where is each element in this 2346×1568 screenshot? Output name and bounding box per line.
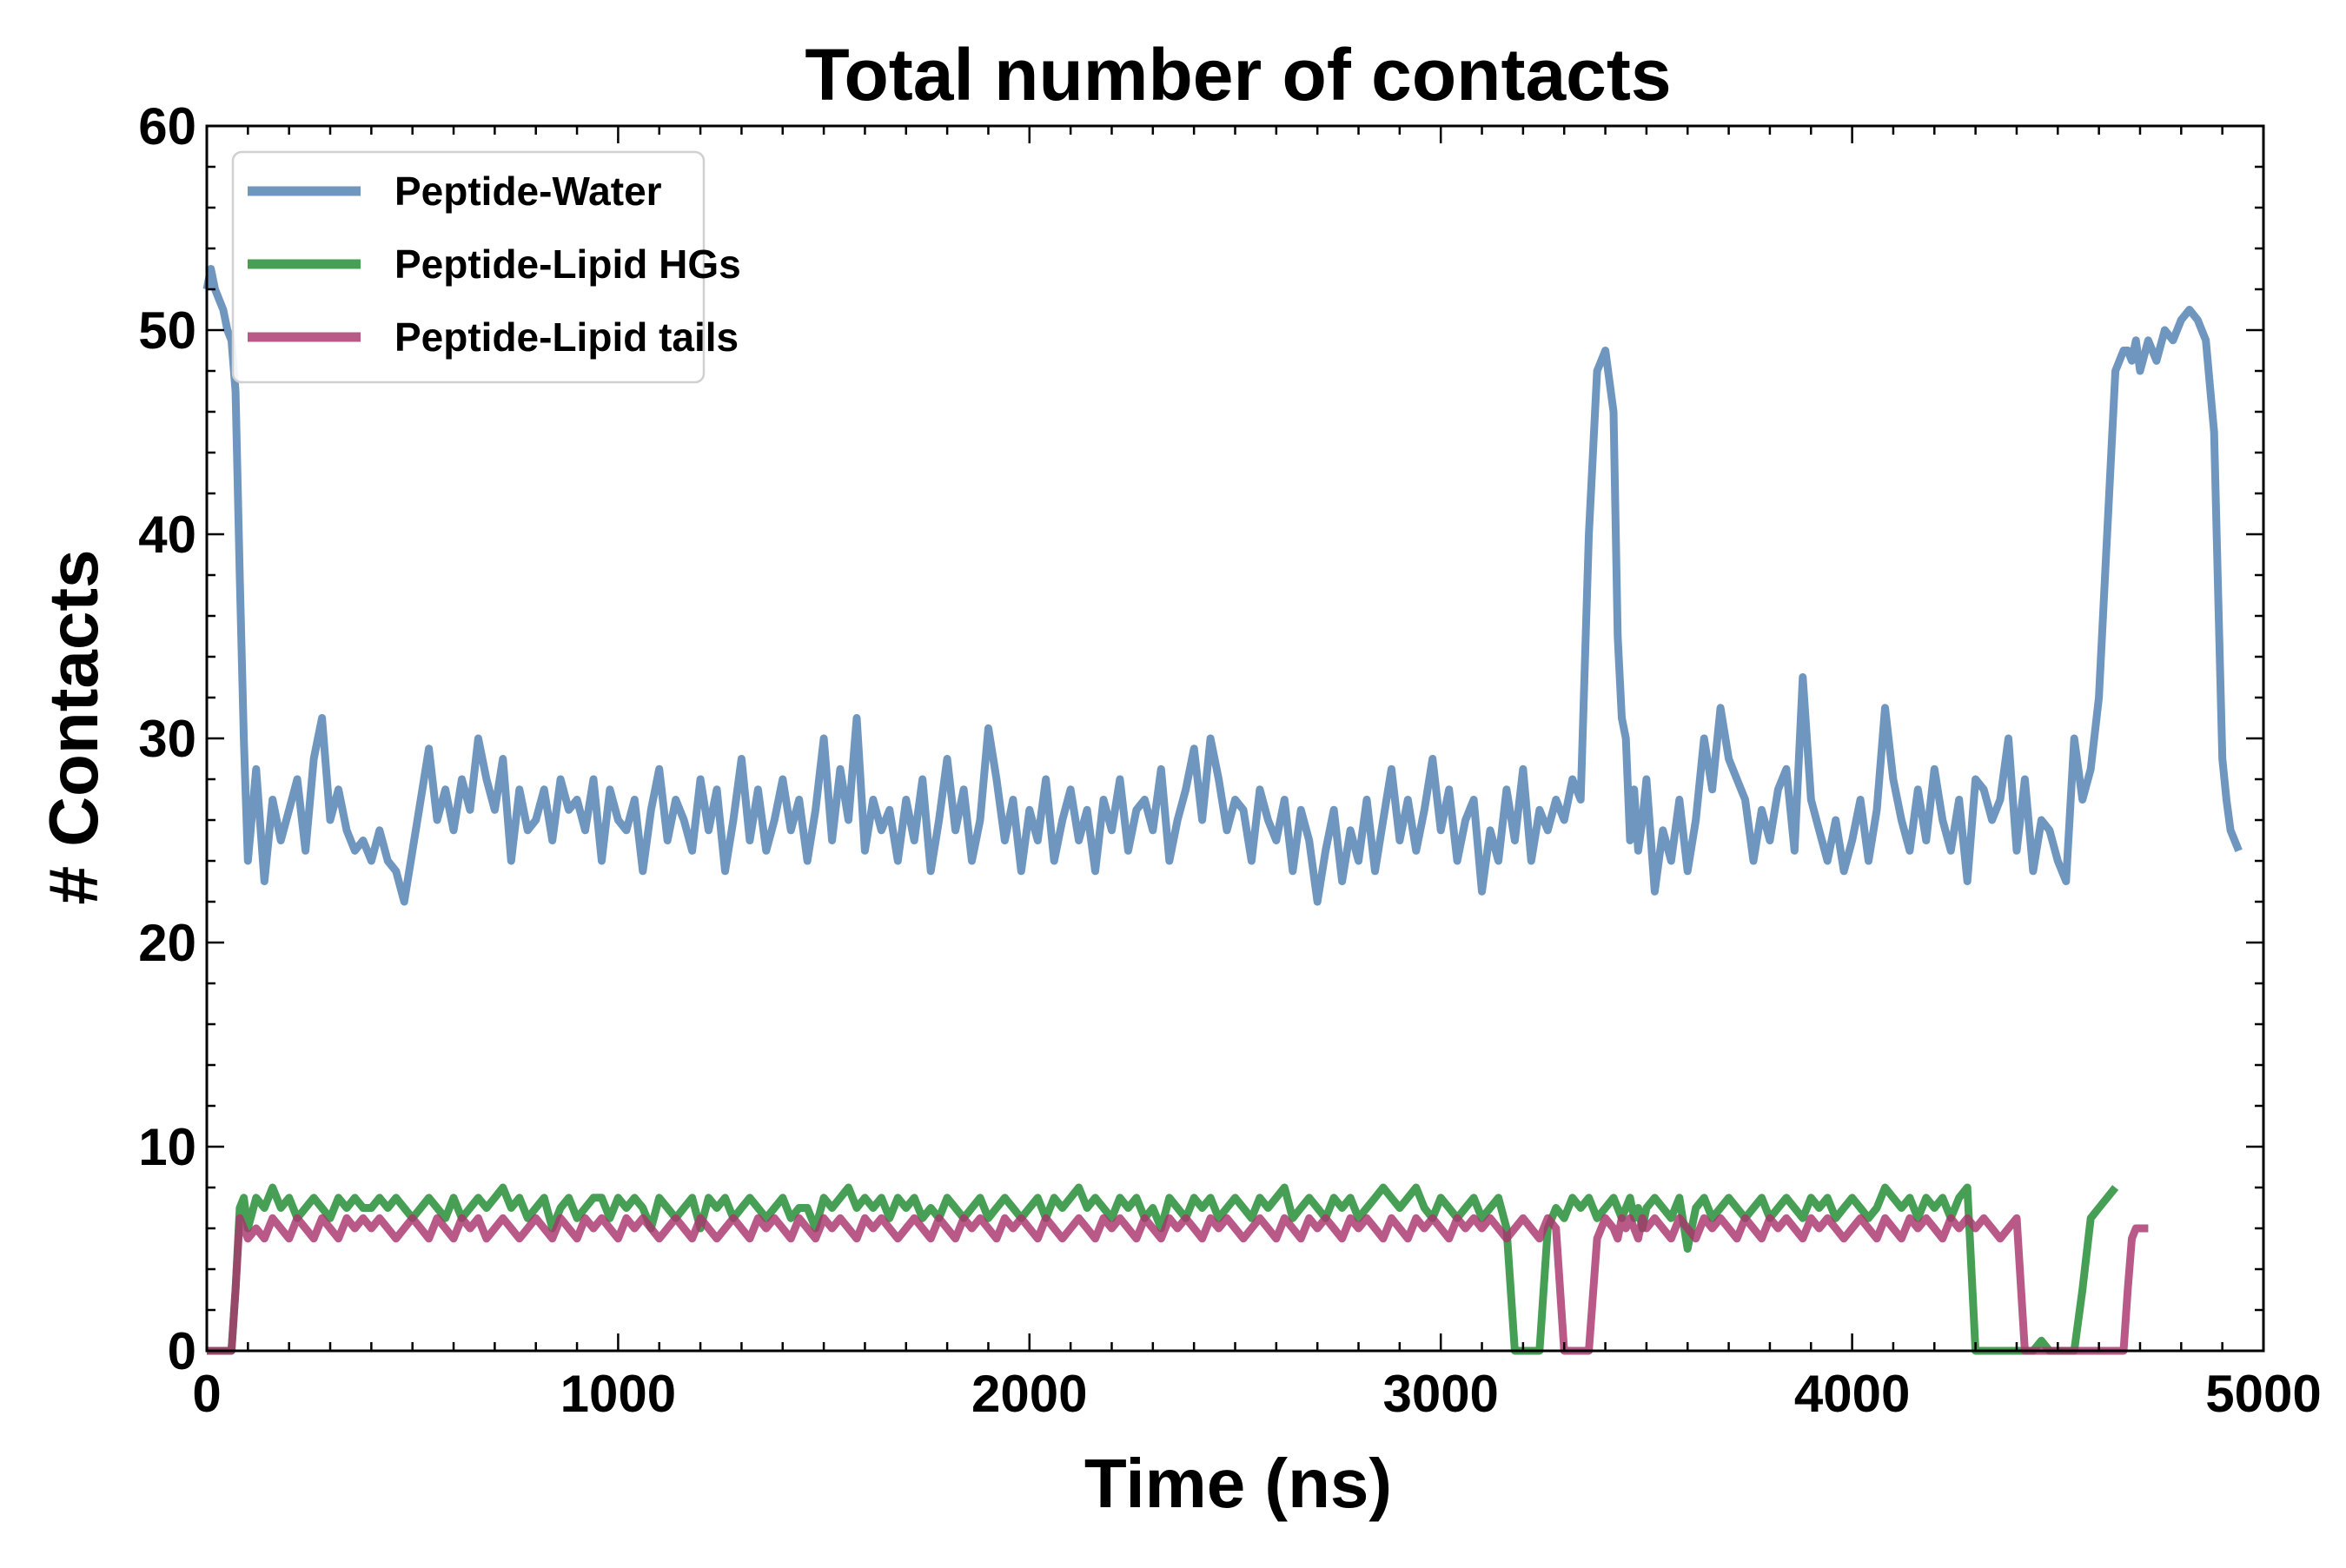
x-tick-label: 4000 bbox=[1794, 1365, 1910, 1423]
series-line-peptide-lipid-tails bbox=[207, 1214, 2149, 1355]
y-axis-label: # Contacts bbox=[35, 550, 112, 905]
y-tick-label: 20 bbox=[138, 914, 196, 972]
x-axis-label: Time (ns) bbox=[1084, 1445, 1392, 1522]
y-tick-label: 0 bbox=[168, 1322, 196, 1380]
series-line-peptide-lipid-hgs bbox=[207, 1183, 2119, 1355]
plot-series-group bbox=[202, 265, 2243, 1355]
series-line-peptide-water bbox=[202, 265, 2243, 906]
y-tick-label: 60 bbox=[138, 97, 196, 155]
chart-title: Total number of contacts bbox=[805, 34, 1671, 116]
x-tick-label: 5000 bbox=[2205, 1365, 2321, 1423]
x-tick-label: 3000 bbox=[1382, 1365, 1498, 1423]
legend: Peptide-Water Peptide-Lipid HGs Peptide-Li… bbox=[231, 150, 741, 384]
legend-box bbox=[231, 150, 706, 384]
y-tick-label: 30 bbox=[138, 710, 196, 768]
legend-label-peptide-lipid-tails: Peptide-Lipid tails bbox=[394, 314, 739, 360]
x-tick-label: 2000 bbox=[971, 1365, 1087, 1423]
axis-tick-labels: 0 1000 2000 3000 4000 5000 0 10 20 30 40 50 60 bbox=[138, 97, 2321, 1423]
y-tick-label: 50 bbox=[138, 301, 196, 360]
y-tick-label: 10 bbox=[138, 1118, 196, 1176]
legend-label-peptide-lipid-hgs: Peptide-Lipid HGs bbox=[394, 241, 741, 287]
x-tick-label: 0 bbox=[192, 1365, 221, 1423]
legend-label-peptide-water: Peptide-Water bbox=[394, 169, 662, 214]
axis-ticks bbox=[205, 124, 2265, 1353]
x-tick-label: 1000 bbox=[560, 1365, 676, 1423]
y-tick-label: 40 bbox=[138, 506, 196, 564]
